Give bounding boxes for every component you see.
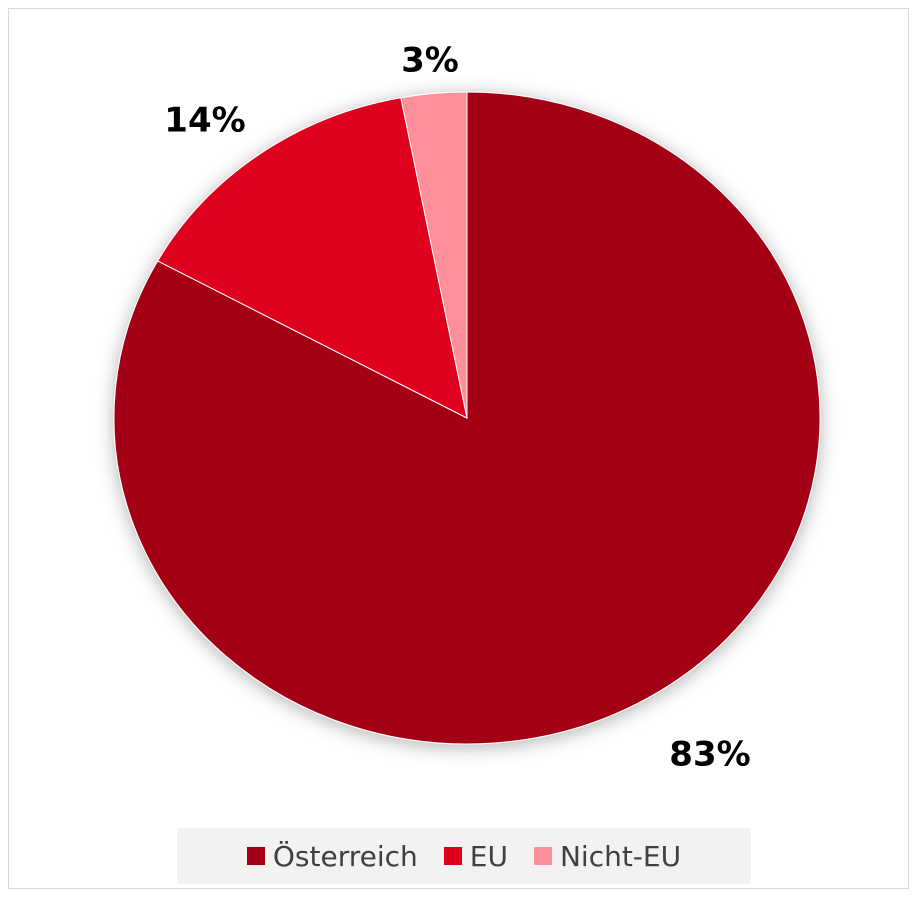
legend-swatch-eu [443, 847, 462, 865]
legend-swatch-nicht-eu [533, 847, 552, 865]
legend-label-oesterreich: Österreich [272, 839, 418, 873]
legend-label-nicht-eu: Nicht-EU [559, 839, 682, 873]
chart-legend: Österreich EU Nicht-EU [177, 828, 751, 884]
legend-label-eu: EU [469, 839, 508, 873]
data-label-oesterreich: 83% [669, 735, 750, 775]
pie-slice-eu [156, 97, 468, 419]
data-label-nicht-eu: 3% [401, 41, 459, 81]
legend-item-oesterreich: Österreich [246, 839, 418, 873]
legend-swatch-oesterreich [246, 847, 265, 865]
data-label-eu: 14% [164, 101, 245, 141]
pie-slice-nicht-eu [400, 91, 468, 419]
legend-item-eu: EU [443, 839, 508, 873]
legend-item-nicht-eu: Nicht-EU [533, 839, 682, 873]
